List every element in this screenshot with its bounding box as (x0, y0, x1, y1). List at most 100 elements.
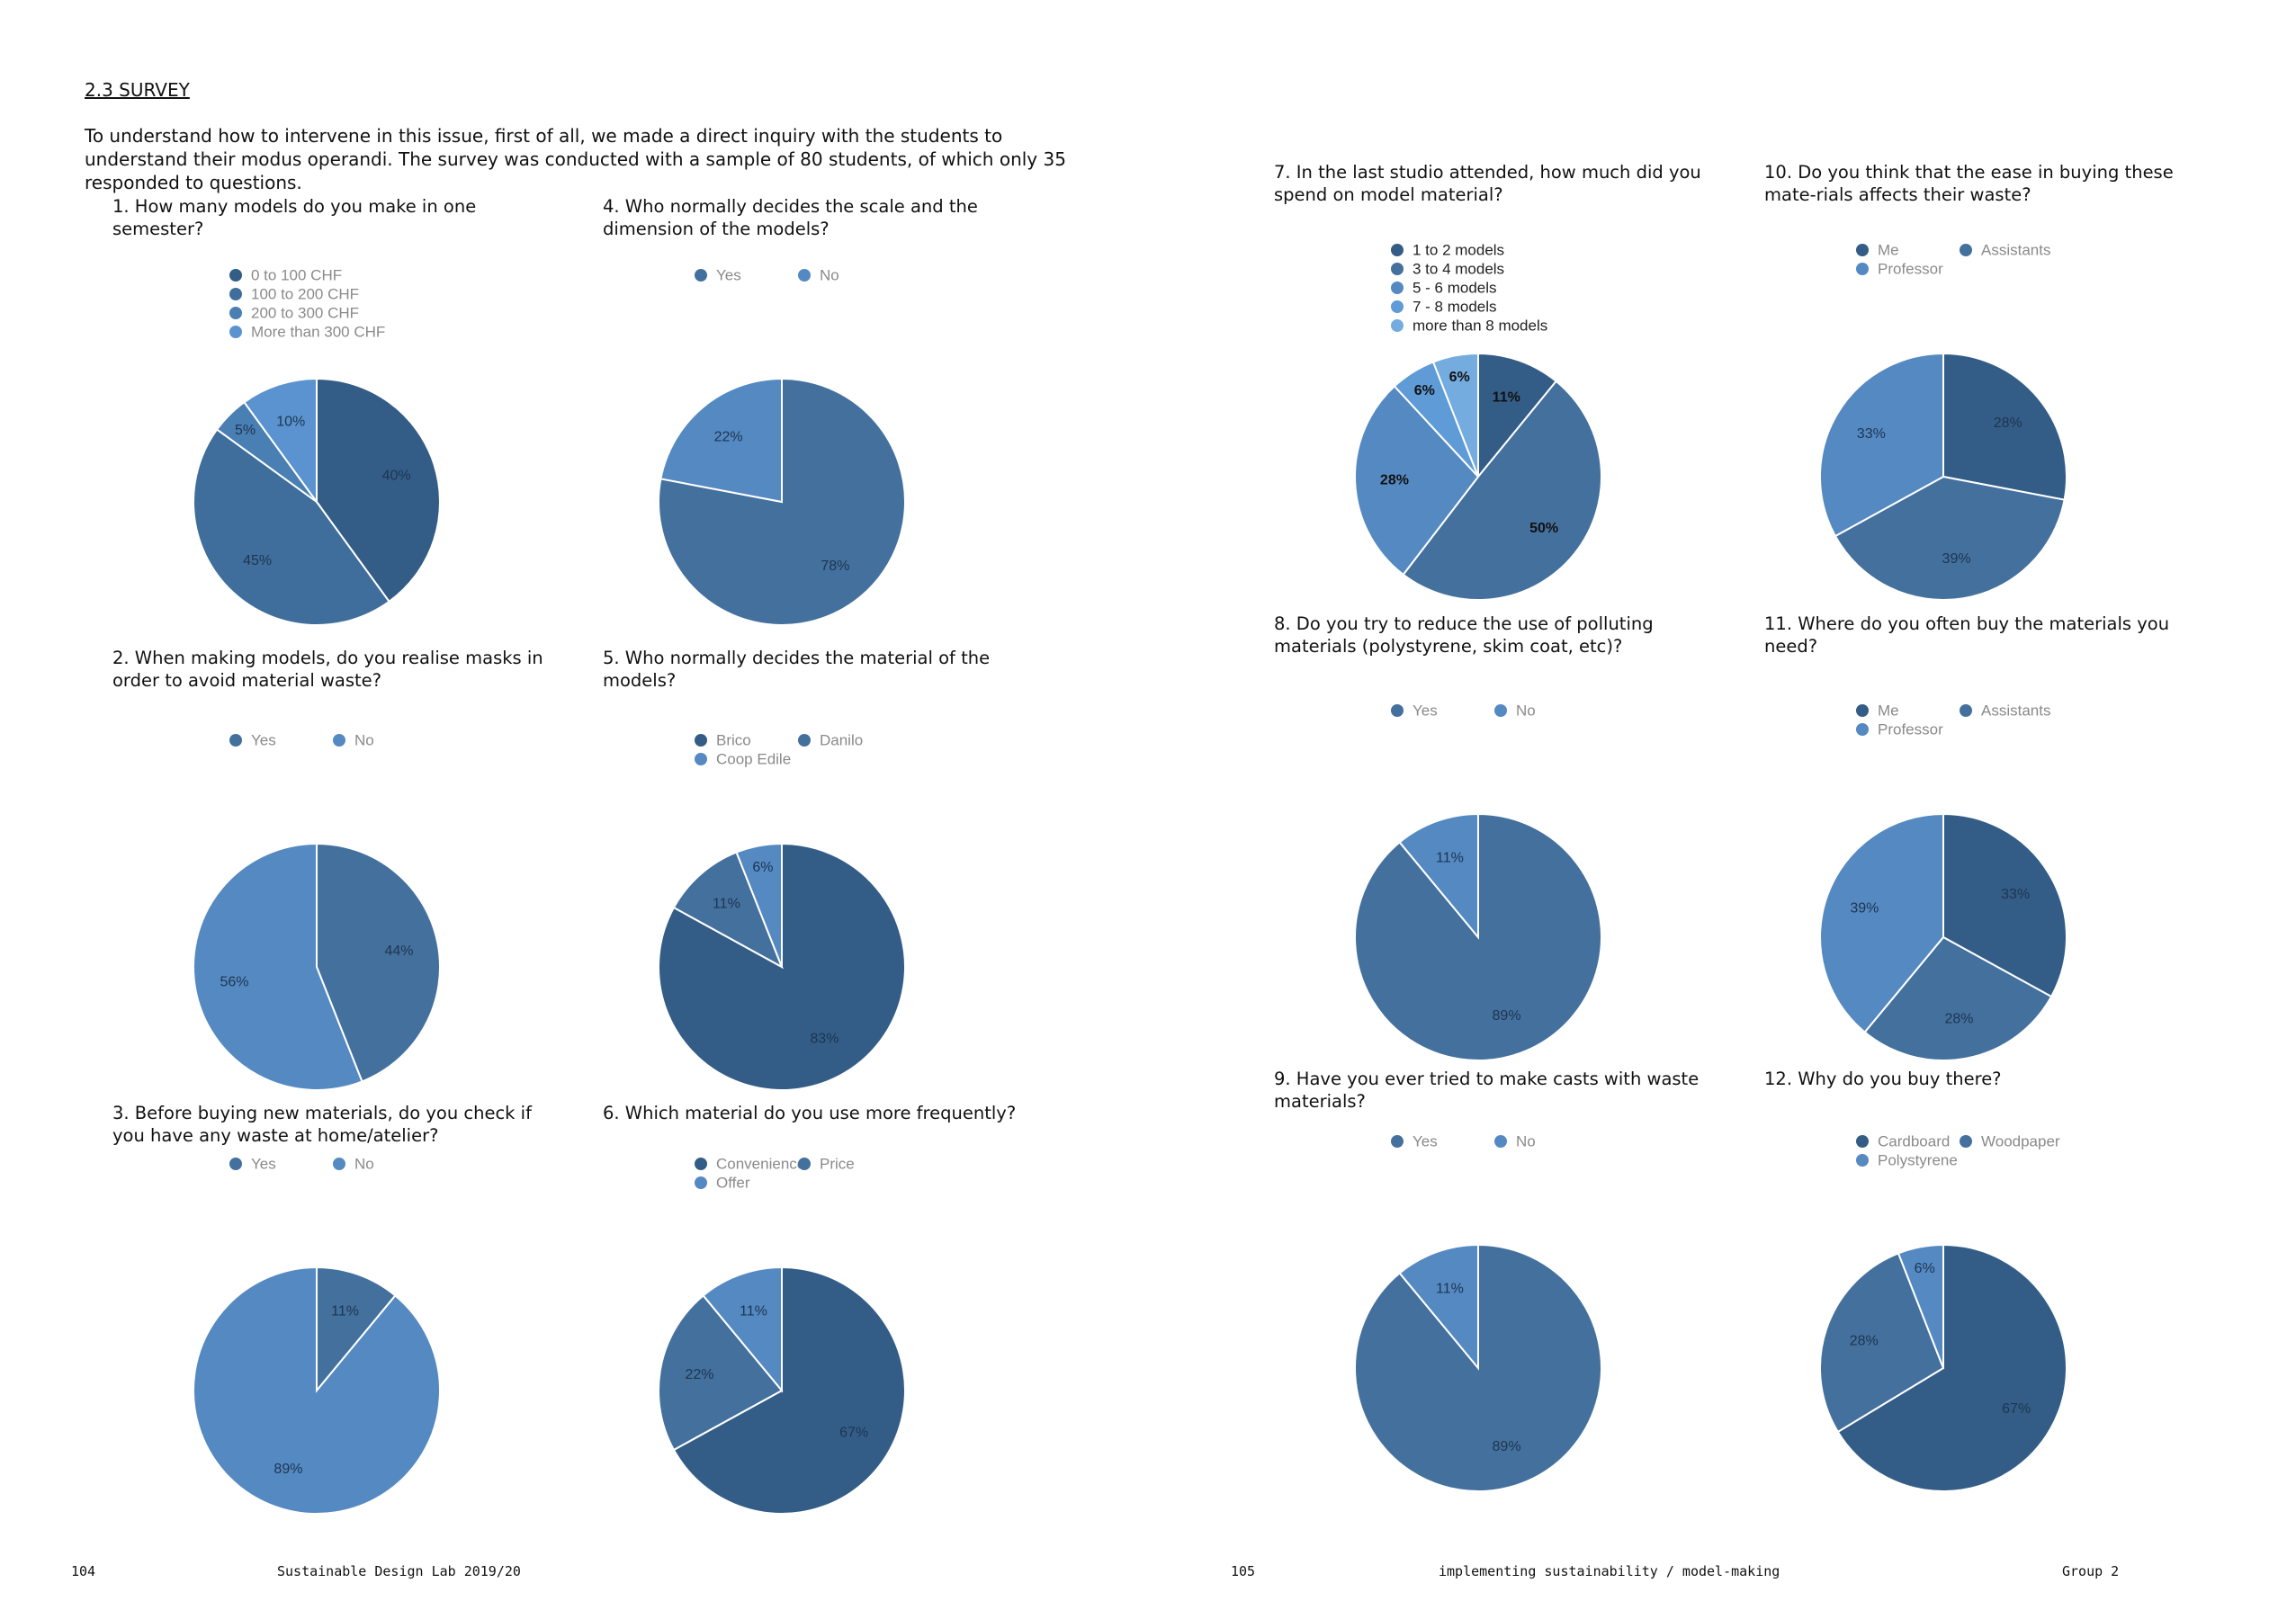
legend-label: Yes (251, 1155, 276, 1172)
legend-label: 5 - 6 models (1413, 279, 1497, 296)
legend-label: Yes (251, 731, 276, 748)
pie-slice (1863, 935, 2053, 1061)
legend-label: Woodpaper (1981, 1132, 2060, 1149)
slice-label: 10% (276, 415, 305, 430)
legend-swatch (1494, 1135, 1507, 1148)
legend-label: Yes (716, 266, 741, 283)
pie-slice (1897, 1243, 1944, 1369)
slice-label: 50% (1529, 521, 1558, 536)
question-title: 8. Do you try to reduce the use of pollu… (1274, 613, 1654, 657)
pie-slice (672, 1266, 906, 1515)
slice-label: 6% (752, 860, 773, 875)
legend-swatch (1856, 704, 1869, 717)
slice-label: 22% (714, 429, 743, 444)
legend-label: Cardboard (1878, 1132, 1950, 1149)
legend-label: Price (820, 1155, 855, 1172)
question-title: 7. In the last studio attended, how much… (1274, 162, 1701, 205)
footer-text: implementing sustainability / model-maki… (1439, 1563, 1780, 1579)
pie-slice (243, 377, 318, 505)
pie-slice (658, 1294, 784, 1452)
slice-label: 6% (1449, 370, 1470, 385)
legend-label: 0 to 100 CHF (251, 266, 342, 283)
pie-slice (658, 842, 906, 1091)
legend-swatch (229, 269, 242, 282)
pie-slice (1819, 812, 1944, 1033)
question-title: 2. When making models, do you realise ma… (112, 648, 543, 691)
legend-swatch (1856, 244, 1869, 256)
legend-label: Me (1878, 702, 1899, 719)
legend-swatch (1391, 704, 1404, 717)
legend-label: No (354, 731, 374, 748)
slice-label: 11% (1493, 389, 1520, 405)
legend-label: Me (1878, 241, 1899, 258)
slice-label: 39% (1942, 551, 1971, 567)
legend-swatch (333, 734, 345, 747)
slice-label: 44% (384, 944, 413, 959)
legend-swatch (229, 326, 242, 338)
pie-slice (1431, 352, 1479, 478)
legend-swatch (1391, 1135, 1404, 1148)
pie-slice (672, 851, 784, 970)
page-number: 105 (1231, 1563, 1256, 1579)
legend-swatch (695, 1176, 707, 1189)
legend-label: Assistants (1981, 702, 2050, 719)
pie-slice (702, 1266, 783, 1393)
legend-label: 3 to 4 models (1413, 260, 1504, 277)
legend-swatch (695, 1158, 707, 1170)
legend-swatch (1856, 263, 1869, 275)
question-title: 3. Before buying new materials, do you c… (112, 1103, 532, 1146)
legend-swatch (798, 269, 811, 282)
legend-label: No (354, 1155, 374, 1172)
pie-slice (1398, 1243, 1479, 1371)
slice-label: 78% (821, 559, 849, 574)
legend-label: 100 to 200 CHF (251, 285, 359, 302)
slice-label: 11% (713, 896, 740, 911)
legend-swatch (695, 269, 707, 282)
legend-label: 1 to 2 models (1413, 241, 1504, 258)
legend-label: 7 - 8 models (1413, 298, 1497, 315)
legend-label: Professor (1878, 720, 1943, 738)
slice-label: 89% (1493, 1008, 1521, 1024)
legend-swatch (229, 734, 242, 747)
legend-label: more than 8 models (1413, 317, 1547, 334)
slice-label: 11% (740, 1304, 767, 1319)
slice-label: 11% (1436, 851, 1464, 866)
legend-swatch (1494, 704, 1507, 717)
page-number: 104 (71, 1563, 96, 1579)
legend-swatch (1856, 1154, 1869, 1167)
footer-text: Sustainable Design Lab 2019/20 (277, 1563, 521, 1579)
pie-slice (1402, 380, 1602, 601)
legend-label: Convenience (716, 1155, 805, 1172)
slice-label: 89% (274, 1462, 302, 1477)
legend-swatch (798, 1158, 811, 1170)
pie-slice (1942, 812, 2067, 998)
pie-slice (659, 377, 783, 504)
legend-label: Assistants (1981, 241, 2050, 258)
slice-label: 33% (2001, 887, 2030, 902)
slice-label: 67% (839, 1426, 868, 1441)
slice-label: 33% (1857, 426, 1886, 442)
legend-swatch (229, 307, 242, 319)
pie-slice (1398, 812, 1479, 940)
question-title: 10. Do you think that the ease in buying… (1764, 162, 2174, 205)
slice-label: 89% (1493, 1439, 1521, 1454)
legend-label: Professor (1878, 260, 1943, 277)
pie-slice (735, 842, 783, 968)
legend-swatch (229, 288, 242, 300)
footer-text: Group 2 (2062, 1563, 2120, 1579)
legend-swatch (1960, 704, 1972, 717)
pie-slice (1834, 475, 2066, 601)
slice-label: 56% (220, 975, 248, 990)
legend-swatch (1960, 1135, 1972, 1148)
pie-slice (193, 1266, 441, 1515)
legend-swatch (695, 753, 707, 765)
pie-slice (1354, 385, 1480, 577)
slice-label: 22% (685, 1367, 713, 1382)
slice-label: 28% (1850, 1333, 1879, 1348)
legend-label: Offer (716, 1174, 750, 1191)
slice-label: 39% (1850, 901, 1879, 917)
pie-slice (193, 428, 390, 626)
legend-swatch (1391, 300, 1404, 313)
legend-swatch (1391, 263, 1404, 275)
